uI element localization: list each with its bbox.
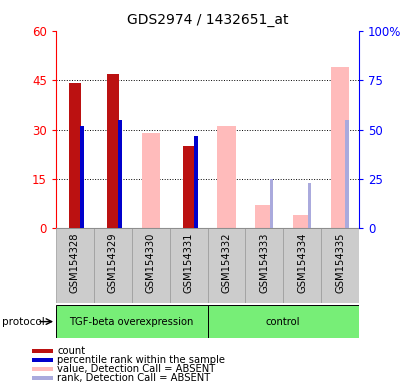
Bar [107,74,119,228]
Bar [245,228,283,303]
Title: GDS2974 / 1432651_at: GDS2974 / 1432651_at [127,13,288,27]
Text: rank, Detection Call = ABSENT: rank, Detection Call = ABSENT [57,373,210,383]
Text: GSM154335: GSM154335 [335,232,345,293]
Text: GSM154333: GSM154333 [259,232,269,293]
Bar [283,228,321,303]
Bar [32,376,53,380]
Bar [321,228,359,303]
Text: GSM154334: GSM154334 [297,232,307,293]
Text: control: control [266,316,300,327]
Bar [81,126,84,228]
Bar [183,146,195,228]
Bar [293,215,311,228]
Text: GSM154330: GSM154330 [146,232,156,293]
Text: protocol: protocol [2,316,45,327]
Bar [56,305,208,338]
Bar [208,305,359,338]
Bar [345,120,349,228]
Bar [32,358,53,362]
Text: GSM154331: GSM154331 [183,232,193,293]
Text: count: count [57,346,85,356]
Bar [194,136,198,228]
Bar [270,179,273,228]
Bar [32,367,53,371]
Bar [142,133,160,228]
Bar [308,183,311,228]
Text: GSM154328: GSM154328 [70,232,80,293]
Text: percentile rank within the sample: percentile rank within the sample [57,355,225,365]
Text: GSM154332: GSM154332 [222,232,232,293]
Text: TGF-beta overexpression: TGF-beta overexpression [70,316,194,327]
Bar [118,120,122,228]
Bar [32,349,53,353]
Bar [255,205,273,228]
Bar [170,228,208,303]
Bar [132,228,170,303]
Bar [208,228,245,303]
Bar [56,228,94,303]
Bar [94,228,132,303]
Text: value, Detection Call = ABSENT: value, Detection Call = ABSENT [57,364,215,374]
Bar [331,67,349,228]
Text: GSM154329: GSM154329 [108,232,118,293]
Bar [69,83,81,228]
Bar [217,126,236,228]
